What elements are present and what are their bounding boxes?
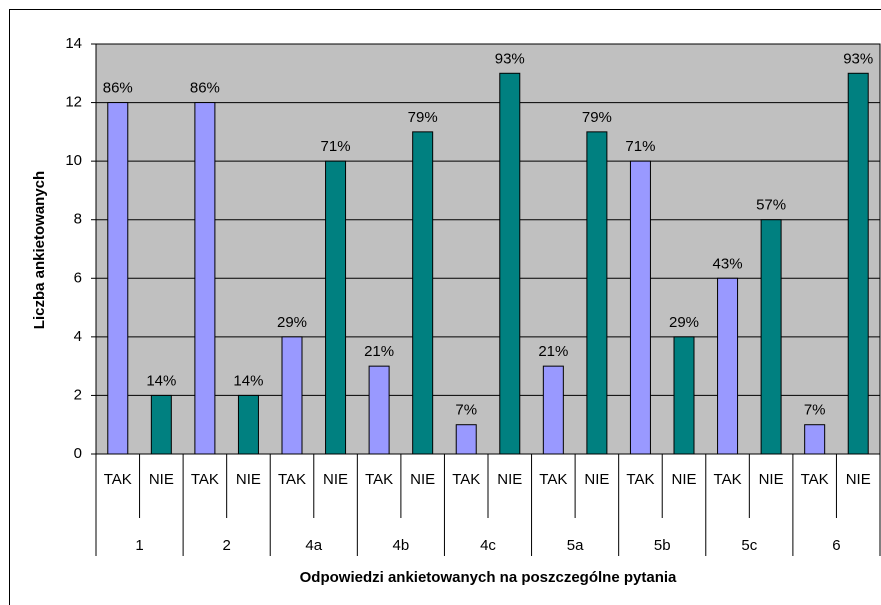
value-label: 14% xyxy=(146,372,176,389)
bar xyxy=(847,72,869,455)
x-group-label: 6 xyxy=(832,537,840,554)
y-tick-label: 10 xyxy=(65,152,82,169)
x-tick-label: TAK xyxy=(539,471,567,488)
x-tick-label: TAK xyxy=(365,471,393,488)
x-tick-label: NIE xyxy=(149,471,174,488)
x-group-label: 4a xyxy=(305,537,322,554)
bar xyxy=(542,365,564,455)
value-label: 57% xyxy=(756,197,786,214)
value-label: 86% xyxy=(190,80,220,97)
bar xyxy=(717,277,739,455)
bar xyxy=(586,131,608,455)
value-label: 71% xyxy=(625,138,655,155)
value-label: 79% xyxy=(582,109,612,126)
x-tick-label: TAK xyxy=(452,471,480,488)
bar xyxy=(412,131,434,455)
y-tick-label: 6 xyxy=(74,269,82,286)
x-group-label: 1 xyxy=(135,537,143,554)
y-tick-label: 0 xyxy=(74,445,82,462)
bar xyxy=(760,219,782,455)
value-label: 93% xyxy=(843,50,873,67)
bar xyxy=(629,160,651,455)
x-tick-label: TAK xyxy=(191,471,219,488)
value-label: 93% xyxy=(495,50,525,67)
bar xyxy=(455,424,477,455)
bar xyxy=(107,102,129,455)
value-label: 43% xyxy=(713,255,743,272)
value-label: 79% xyxy=(408,109,438,126)
x-group-label: 4c xyxy=(480,537,496,554)
y-tick-label: 4 xyxy=(74,328,82,345)
bar xyxy=(325,160,347,455)
bar xyxy=(237,394,259,455)
x-group-label: 4b xyxy=(393,537,410,554)
bar xyxy=(804,424,826,455)
value-label: 86% xyxy=(103,80,133,97)
value-label: 71% xyxy=(321,138,351,155)
x-axis-title: Odpowiedzi ankietowanych na poszczególne… xyxy=(300,569,677,586)
y-tick-label: 12 xyxy=(65,94,82,111)
value-label: 7% xyxy=(455,402,477,419)
value-label: 29% xyxy=(277,314,307,331)
x-group-label: 5c xyxy=(741,537,757,554)
x-tick-label: TAK xyxy=(104,471,132,488)
x-tick-label: NIE xyxy=(846,471,871,488)
x-tick-label: NIE xyxy=(323,471,348,488)
x-tick-label: TAK xyxy=(278,471,306,488)
bar xyxy=(150,394,172,455)
plot-area xyxy=(95,43,881,455)
value-label: 7% xyxy=(804,402,826,419)
value-label: 21% xyxy=(538,343,568,360)
x-tick-label: NIE xyxy=(584,471,609,488)
x-tick-label: TAK xyxy=(626,471,654,488)
bar xyxy=(281,336,303,455)
x-tick-label: TAK xyxy=(801,471,829,488)
x-tick-label: TAK xyxy=(714,471,742,488)
bar xyxy=(673,336,695,455)
y-tick-label: 14 xyxy=(65,35,82,52)
x-group-label: 5b xyxy=(654,537,671,554)
value-label: 21% xyxy=(364,343,394,360)
bar xyxy=(368,365,390,455)
value-label: 14% xyxy=(233,372,263,389)
y-axis-title: Liczba ankietowanych xyxy=(31,171,48,329)
y-tick-label: 2 xyxy=(74,386,82,403)
x-tick-label: NIE xyxy=(759,471,784,488)
x-tick-label: NIE xyxy=(671,471,696,488)
bar xyxy=(194,102,216,455)
value-label: 29% xyxy=(669,314,699,331)
x-group-label: 5a xyxy=(567,537,584,554)
x-tick-label: NIE xyxy=(497,471,522,488)
bar xyxy=(499,72,521,455)
x-tick-label: NIE xyxy=(236,471,261,488)
x-group-label: 2 xyxy=(222,537,230,554)
y-tick-label: 8 xyxy=(74,211,82,228)
x-tick-label: NIE xyxy=(410,471,435,488)
